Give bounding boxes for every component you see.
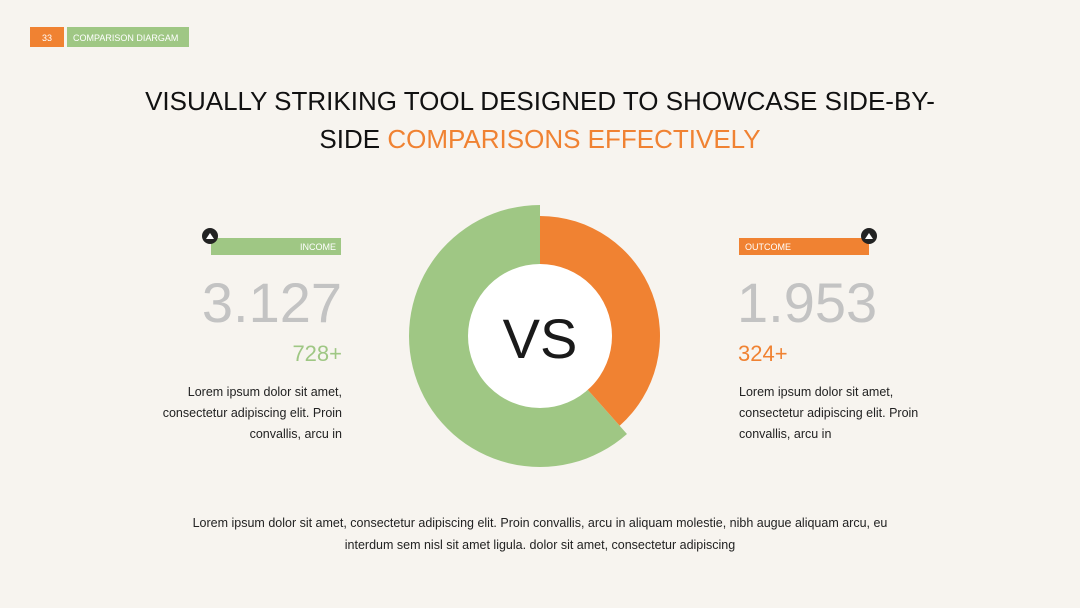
icon-arrow xyxy=(206,233,214,239)
income-bar xyxy=(211,238,341,255)
title-orange: COMPARISONS EFFECTIVELY xyxy=(387,124,760,154)
vs-label: VS xyxy=(503,307,578,370)
page-number: 33 xyxy=(42,33,52,43)
footer-text: Lorem ipsum dolor sit amet, consectetur … xyxy=(193,516,888,530)
section-label: COMPARISON DIARGAM xyxy=(73,33,178,43)
income-delta: 728+ xyxy=(292,341,342,366)
page-number-box xyxy=(30,27,64,47)
footer-text: interdum sem nisl sit amet ligula. dolor… xyxy=(345,538,735,552)
section-box xyxy=(67,27,189,47)
title-black: SIDE xyxy=(319,124,380,154)
income-description: convallis, arcu in xyxy=(250,427,342,441)
outcome-bar xyxy=(739,238,869,255)
title-line: VISUALLY STRIKING TOOL DESIGNED TO SHOWC… xyxy=(145,86,935,116)
outcome-description: convallis, arcu in xyxy=(739,427,831,441)
outcome-delta: 324+ xyxy=(738,341,788,366)
donut-hole xyxy=(468,264,612,408)
income-description: consectetur adipiscing elit. Proin xyxy=(163,406,342,420)
income-label: INCOME xyxy=(300,242,336,252)
outcome-description: Lorem ipsum dolor sit amet, xyxy=(739,385,893,399)
income-value: 3.127 xyxy=(202,271,342,334)
outcome-value: 1.953 xyxy=(737,271,877,334)
income-description: Lorem ipsum dolor sit amet, xyxy=(188,385,342,399)
icon-arrow xyxy=(865,233,873,239)
title-line: SIDE COMPARISONS EFFECTIVELY xyxy=(319,124,760,154)
outcome-label: OUTCOME xyxy=(745,242,791,252)
outcome-description: consectetur adipiscing elit. Proin xyxy=(739,406,918,420)
